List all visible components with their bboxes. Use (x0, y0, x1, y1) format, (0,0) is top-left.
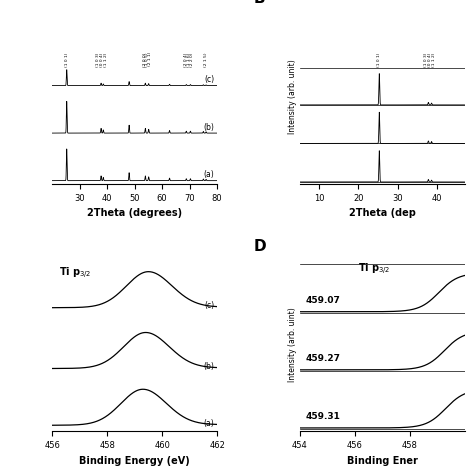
Text: (2 0 0): (2 0 0) (143, 52, 147, 66)
Y-axis label: Intensity (arb. uint): Intensity (arb. uint) (288, 307, 297, 382)
Text: (1 1 6)
(2 2 0): (1 1 6) (2 2 0) (187, 52, 194, 66)
Text: (a): (a) (204, 170, 214, 179)
Text: Ti p$_{3/2}$: Ti p$_{3/2}$ (357, 262, 390, 277)
Text: (c): (c) (204, 301, 214, 310)
Text: 459.27: 459.27 (305, 354, 340, 363)
Text: (1 0 1): (1 0 1) (65, 52, 69, 66)
Y-axis label: Intensity (arb. unit): Intensity (arb. unit) (288, 59, 297, 134)
Text: (1 0 1): (1 0 1) (377, 53, 381, 67)
Text: 459.31: 459.31 (305, 412, 340, 421)
Text: (2 0 4): (2 0 4) (184, 52, 188, 66)
Text: D: D (254, 238, 266, 254)
Text: (1 0 3)
(0 0 4)
(1 1 2): (1 0 3) (0 0 4) (1 1 2) (424, 53, 436, 67)
Text: (a): (a) (204, 419, 214, 428)
Text: Ti p$_{3/2}$: Ti p$_{3/2}$ (59, 266, 91, 281)
Text: (2 1 5): (2 1 5) (204, 52, 208, 66)
Text: (c): (c) (204, 75, 214, 84)
X-axis label: Binding Energy (eV): Binding Energy (eV) (79, 456, 190, 465)
Text: 459.07: 459.07 (305, 296, 340, 305)
Text: (1 0 3)
(0 0 4)
(1 1 2): (1 0 3) (0 0 4) (1 1 2) (97, 52, 108, 66)
X-axis label: Binding Ener: Binding Ener (346, 456, 418, 465)
Text: (b): (b) (203, 362, 214, 371)
X-axis label: 2Theta (degrees): 2Theta (degrees) (87, 208, 182, 218)
Text: (b): (b) (203, 123, 214, 132)
X-axis label: 2Theta (dep: 2Theta (dep (348, 208, 416, 218)
Text: B: B (254, 0, 265, 6)
Text: (1 0 5)
(2 1 1): (1 0 5) (2 1 1) (145, 52, 153, 66)
